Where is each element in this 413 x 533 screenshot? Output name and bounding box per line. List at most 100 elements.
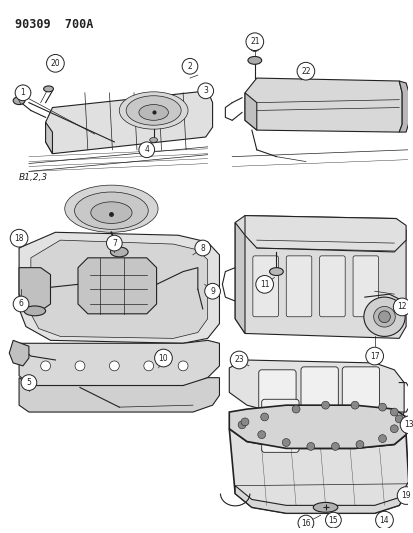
Circle shape [297, 62, 314, 80]
Text: 17: 17 [369, 352, 379, 360]
Circle shape [325, 512, 340, 528]
Ellipse shape [110, 247, 128, 257]
Text: 21: 21 [249, 37, 259, 46]
Circle shape [109, 361, 119, 371]
Circle shape [396, 487, 413, 504]
Circle shape [282, 439, 290, 447]
Text: 22: 22 [300, 67, 310, 76]
Ellipse shape [64, 185, 158, 232]
Text: 3: 3 [203, 86, 208, 95]
Circle shape [139, 142, 154, 158]
Polygon shape [45, 91, 212, 154]
Text: 20: 20 [50, 59, 60, 68]
Circle shape [178, 361, 188, 371]
Text: 19: 19 [400, 491, 410, 500]
Ellipse shape [139, 104, 168, 120]
Ellipse shape [13, 96, 25, 104]
Polygon shape [229, 429, 408, 513]
Ellipse shape [90, 202, 132, 223]
Circle shape [392, 298, 410, 316]
Circle shape [21, 375, 37, 391]
Text: 10: 10 [158, 353, 168, 362]
Circle shape [237, 421, 245, 429]
FancyBboxPatch shape [261, 399, 298, 453]
FancyBboxPatch shape [342, 367, 379, 420]
Circle shape [389, 408, 397, 416]
Text: 12: 12 [396, 302, 406, 311]
Text: 23: 23 [234, 356, 243, 365]
Circle shape [377, 403, 385, 411]
Text: 5: 5 [26, 378, 31, 387]
FancyBboxPatch shape [352, 256, 377, 317]
Circle shape [75, 361, 85, 371]
Polygon shape [235, 215, 405, 338]
Circle shape [257, 431, 265, 439]
Text: 11: 11 [259, 280, 269, 289]
Text: 13: 13 [403, 421, 413, 429]
Circle shape [375, 511, 392, 529]
Polygon shape [229, 405, 405, 448]
Circle shape [355, 441, 363, 448]
Circle shape [377, 311, 389, 322]
Ellipse shape [126, 96, 181, 125]
Ellipse shape [74, 192, 148, 229]
Circle shape [154, 349, 172, 367]
Circle shape [292, 405, 299, 413]
Polygon shape [398, 81, 408, 132]
Circle shape [13, 296, 29, 312]
FancyBboxPatch shape [252, 256, 278, 317]
Ellipse shape [43, 86, 53, 92]
Text: 16: 16 [300, 519, 310, 528]
Text: 14: 14 [379, 515, 388, 524]
Circle shape [297, 515, 313, 531]
Text: 9: 9 [210, 287, 214, 296]
Circle shape [106, 235, 122, 251]
Circle shape [365, 347, 382, 365]
Polygon shape [19, 341, 219, 385]
Text: 7: 7 [112, 239, 116, 248]
Ellipse shape [24, 306, 45, 316]
Ellipse shape [373, 306, 394, 327]
Circle shape [230, 351, 247, 369]
Circle shape [260, 413, 268, 421]
Circle shape [195, 240, 210, 256]
Polygon shape [19, 378, 219, 412]
FancyBboxPatch shape [300, 367, 337, 420]
FancyBboxPatch shape [319, 256, 344, 317]
Ellipse shape [269, 268, 282, 276]
Polygon shape [229, 360, 403, 432]
Polygon shape [244, 215, 405, 252]
Circle shape [321, 401, 329, 409]
Circle shape [350, 401, 358, 409]
Circle shape [46, 54, 64, 72]
Ellipse shape [313, 503, 337, 512]
Polygon shape [19, 268, 50, 311]
Circle shape [249, 42, 259, 52]
Circle shape [306, 442, 314, 450]
Circle shape [399, 416, 413, 434]
Circle shape [240, 418, 248, 426]
Text: 6: 6 [19, 300, 24, 309]
Text: 1: 1 [21, 88, 25, 98]
Polygon shape [9, 341, 29, 366]
Circle shape [182, 59, 197, 74]
Circle shape [389, 425, 397, 433]
Circle shape [245, 33, 263, 51]
Polygon shape [19, 232, 219, 343]
Text: 8: 8 [200, 244, 204, 253]
FancyBboxPatch shape [285, 256, 311, 317]
Ellipse shape [119, 92, 188, 129]
Circle shape [10, 229, 28, 247]
Circle shape [15, 85, 31, 101]
Ellipse shape [150, 138, 157, 142]
Circle shape [394, 415, 402, 423]
Ellipse shape [363, 297, 404, 336]
Text: 4: 4 [144, 146, 149, 154]
Circle shape [40, 361, 50, 371]
Text: 15: 15 [328, 515, 337, 524]
Polygon shape [235, 481, 408, 513]
Text: 90309  700A: 90309 700A [15, 18, 93, 31]
Circle shape [197, 83, 213, 99]
Polygon shape [31, 240, 207, 338]
Text: B1,2,3: B1,2,3 [19, 173, 48, 182]
